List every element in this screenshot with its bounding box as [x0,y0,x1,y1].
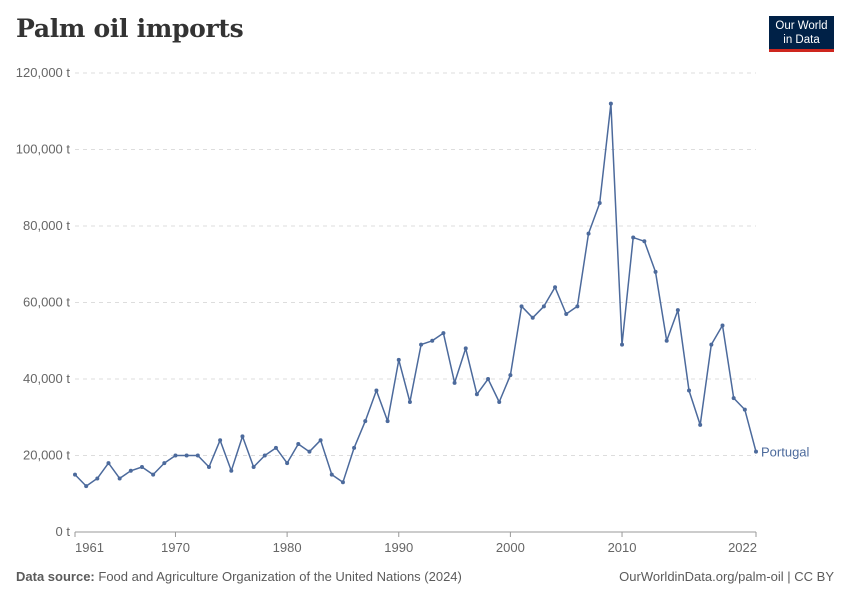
data-point[interactable] [407,399,412,404]
data-point[interactable] [664,338,669,343]
y-tick-label: 80,000 t [23,218,70,233]
series-label[interactable]: Portugal [761,445,810,460]
data-point[interactable] [586,231,591,236]
data-point[interactable] [497,399,502,404]
data-point[interactable] [285,461,290,466]
y-tick-label: 60,000 t [23,295,70,310]
data-point[interactable] [139,464,144,469]
data-point[interactable] [340,480,345,485]
owid-logo[interactable]: Our World in Data [769,16,834,52]
data-point[interactable] [84,484,89,489]
y-tick-label: 40,000 t [23,371,70,386]
data-point[interactable] [296,442,301,447]
x-tick-label: 2022 [728,540,757,555]
data-point[interactable] [173,453,178,458]
y-axis-tick-labels: 0 t 20,000 t 40,000 t 60,000 t 80,000 t 100,0… [16,65,71,539]
data-point[interactable] [318,438,323,443]
data-source: Data source: Food and Agriculture Organi… [16,569,462,584]
series-line-portugal[interactable] [74,102,757,487]
data-point[interactable] [218,438,223,443]
x-axis: 1961 1970 1980 1990 2000 2010 2022 [74,531,757,555]
data-point[interactable] [329,472,334,477]
y-tick-label: 120,000 t [16,65,71,80]
data-point[interactable] [441,331,446,336]
data-point[interactable] [653,269,658,274]
data-point[interactable] [229,468,234,473]
data-point[interactable] [742,407,747,412]
data-point[interactable] [184,453,189,458]
data-point[interactable] [709,342,714,347]
data-point[interactable] [307,449,312,454]
data-point[interactable] [474,392,479,397]
data-point[interactable] [519,304,524,309]
data-point[interactable] [675,308,680,313]
data-point[interactable] [731,396,736,401]
data-point[interactable] [452,380,457,385]
logo-line-1: Our World [775,20,828,32]
data-point[interactable] [385,419,390,424]
data-point[interactable] [608,101,613,106]
chart-title: Palm oil imports [16,14,244,43]
data-point[interactable] [206,464,211,469]
data-point[interactable] [541,304,546,309]
data-point[interactable] [262,453,267,458]
credit-link[interactable]: OurWorldinData.org/palm-oil | CC BY [619,569,834,584]
x-tick-label: 2000 [496,540,525,555]
data-point[interactable] [463,346,468,351]
data-point[interactable] [363,419,368,424]
data-point[interactable] [631,235,636,240]
x-tick-label: 2010 [608,540,637,555]
data-point[interactable] [486,377,491,381]
data-point[interactable] [240,434,245,439]
data-point[interactable] [195,453,200,458]
data-point[interactable] [352,445,357,450]
data-point[interactable] [251,464,256,469]
data-point[interactable] [128,468,133,473]
y-tick-label: 0 t [56,524,71,539]
logo-line-2: in Data [783,34,820,46]
data-point[interactable] [553,285,558,290]
x-tick-label: 1970 [161,540,190,555]
data-point[interactable] [396,357,401,362]
data-point[interactable] [95,476,100,481]
data-point[interactable] [687,388,692,393]
data-point[interactable] [419,342,424,347]
data-point[interactable] [564,311,569,316]
data-source-text[interactable]: Food and Agriculture Organization of the… [98,569,462,584]
data-point[interactable] [530,315,535,320]
data-point[interactable] [642,239,647,244]
x-tick-label: 1961 [75,540,104,555]
data-point[interactable] [151,472,156,477]
x-tick-label: 1990 [384,540,413,555]
data-point[interactable] [273,445,278,450]
data-point[interactable] [374,388,379,393]
data-point[interactable] [430,338,435,343]
data-point[interactable] [575,304,580,309]
data-point[interactable] [162,461,167,466]
data-point[interactable] [117,476,122,481]
series-layer: Portugal [73,101,810,489]
data-point[interactable] [508,373,513,378]
data-point[interactable] [720,323,725,328]
data-point[interactable] [73,472,77,477]
y-tick-label: 20,000 t [23,448,70,463]
data-point[interactable] [620,342,625,347]
x-tick-label: 1980 [273,540,302,555]
data-point[interactable] [597,201,602,206]
y-tick-label: 100,000 t [16,142,71,157]
data-point[interactable] [698,422,703,427]
data-source-label: Data source: [16,569,95,584]
grid-lines [75,72,756,456]
data-point[interactable] [106,461,111,466]
data-point[interactable] [754,449,758,454]
